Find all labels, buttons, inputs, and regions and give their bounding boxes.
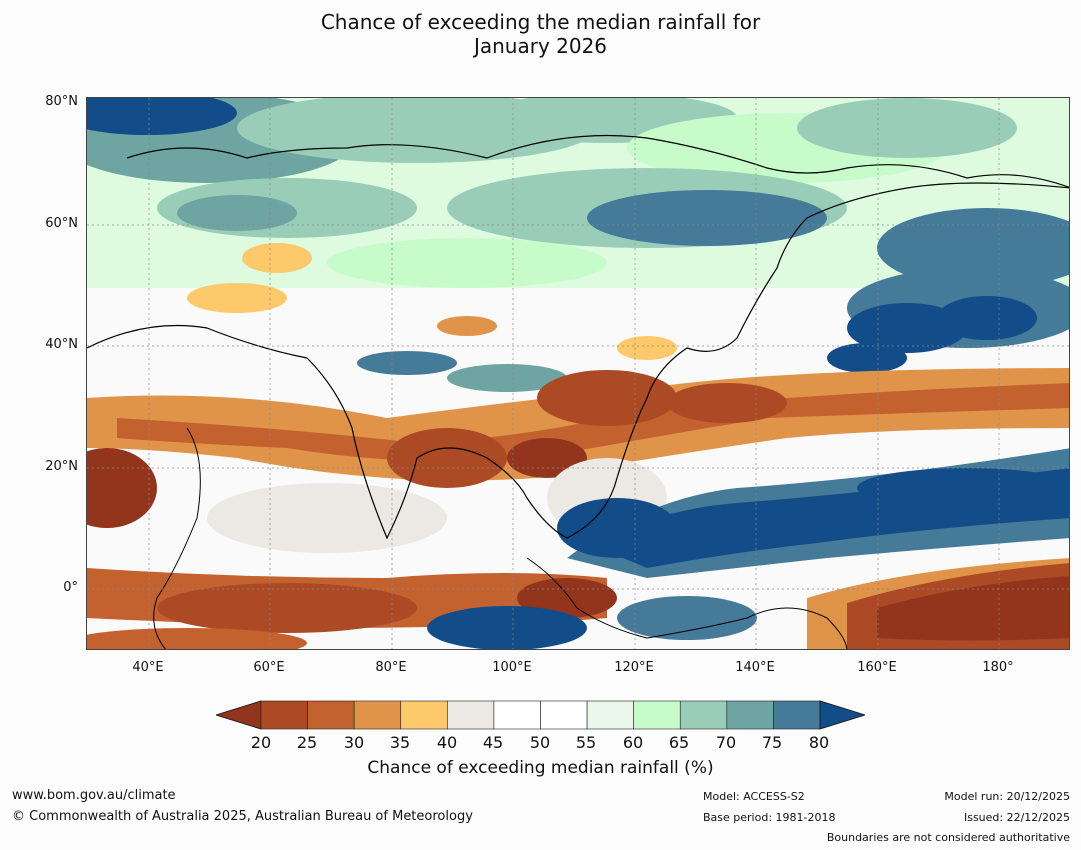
footer-disclaimer: Boundaries are not considered authoritat…	[826, 831, 1070, 844]
lat-label-40n: 40°N	[45, 337, 78, 352]
rainfall-map	[86, 97, 1070, 650]
lat-label-20n: 20°N	[45, 459, 78, 474]
colorbar-tick-75: 75	[761, 733, 783, 752]
lon-label-140e: 140°E	[735, 660, 775, 675]
colorbar-tick-55: 55	[575, 733, 597, 752]
lon-label-160e: 160°E	[857, 660, 897, 675]
colorbar-cell	[633, 700, 681, 730]
colorbar-cell	[726, 700, 774, 730]
colorbar-cell	[353, 700, 402, 730]
colorbar-cell	[260, 700, 308, 730]
colorbar-tick-40: 40	[436, 733, 458, 752]
colorbar-cell	[540, 700, 588, 730]
colorbar	[216, 700, 865, 730]
footer-website: www.bom.gov.au/climate	[12, 788, 176, 803]
lat-label-60n: 60°N	[45, 216, 78, 231]
footer-base-period: Base period: 1981-2018	[703, 811, 836, 824]
colorbar-tick-25: 25	[296, 733, 318, 752]
lon-label-100e: 100°E	[492, 660, 532, 675]
footer-copyright: © Commonwealth of Australia 2025, Austra…	[12, 809, 473, 824]
lon-label-80e: 80°E	[375, 660, 407, 675]
colorbar-tick-65: 65	[668, 733, 690, 752]
lat-label-0: 0°	[63, 580, 78, 595]
colorbar-cell	[400, 700, 448, 730]
colorbar-tick-70: 70	[715, 733, 737, 752]
title-line-2: January 2026	[473, 34, 608, 58]
colorbar-cell	[679, 700, 728, 730]
lon-label-40e: 40°E	[132, 660, 164, 675]
colorbar-cell	[307, 700, 355, 730]
colorbar-tick-35: 35	[389, 733, 411, 752]
colorbar-title: Chance of exceeding median rainfall (%)	[367, 758, 714, 778]
colorbar-under-arrow	[216, 700, 262, 730]
lat-label-80n: 80°N	[45, 94, 78, 109]
title-line-1: Chance of exceeding the median rainfall …	[320, 10, 761, 34]
lon-label-60e: 60°E	[253, 660, 285, 675]
colorbar-cell	[493, 700, 541, 730]
colorbar-tick-60: 60	[622, 733, 644, 752]
colorbar-cell	[586, 700, 634, 730]
colorbar-tick-50: 50	[529, 733, 551, 752]
map-svg	[87, 98, 1069, 649]
colorbar-tick-80: 80	[808, 733, 830, 752]
footer-model: Model: ACCESS-S2	[703, 790, 805, 803]
colorbar-cell	[447, 700, 495, 730]
lon-label-180: 180°	[982, 660, 1014, 675]
footer-issued: Issued: 22/12/2025	[963, 811, 1070, 824]
footer-model-run: Model run: 20/12/2025	[944, 790, 1070, 803]
colorbar-tick-45: 45	[482, 733, 504, 752]
colorbar-tick-20: 20	[250, 733, 272, 752]
lon-label-120e: 120°E	[614, 660, 654, 675]
colorbar-over-arrow	[819, 700, 865, 730]
colorbar-cell	[773, 700, 821, 730]
colorbar-tick-30: 30	[343, 733, 365, 752]
